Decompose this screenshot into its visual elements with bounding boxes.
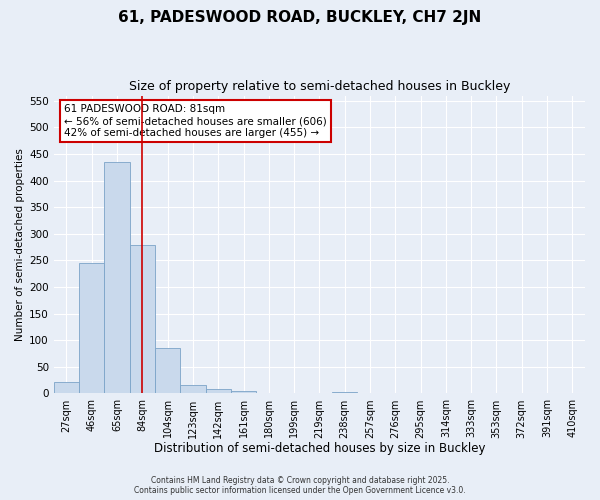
Bar: [130, 244, 155, 394]
Bar: [104, 162, 130, 394]
Y-axis label: Number of semi-detached properties: Number of semi-detached properties: [15, 148, 25, 341]
Title: Size of property relative to semi-detached houses in Buckley: Size of property relative to semi-detach…: [129, 80, 510, 93]
X-axis label: Distribution of semi-detached houses by size in Buckley: Distribution of semi-detached houses by …: [154, 442, 485, 455]
Bar: [180, 386, 206, 394]
Bar: [155, 348, 180, 394]
Bar: [54, 382, 79, 394]
Text: Contains HM Land Registry data © Crown copyright and database right 2025.
Contai: Contains HM Land Registry data © Crown c…: [134, 476, 466, 495]
Bar: [79, 263, 104, 394]
Bar: [231, 391, 256, 394]
Bar: [206, 389, 231, 394]
Bar: [332, 392, 358, 394]
Text: 61 PADESWOOD ROAD: 81sqm
← 56% of semi-detached houses are smaller (606)
42% of : 61 PADESWOOD ROAD: 81sqm ← 56% of semi-d…: [64, 104, 327, 138]
Text: 61, PADESWOOD ROAD, BUCKLEY, CH7 2JN: 61, PADESWOOD ROAD, BUCKLEY, CH7 2JN: [118, 10, 482, 25]
